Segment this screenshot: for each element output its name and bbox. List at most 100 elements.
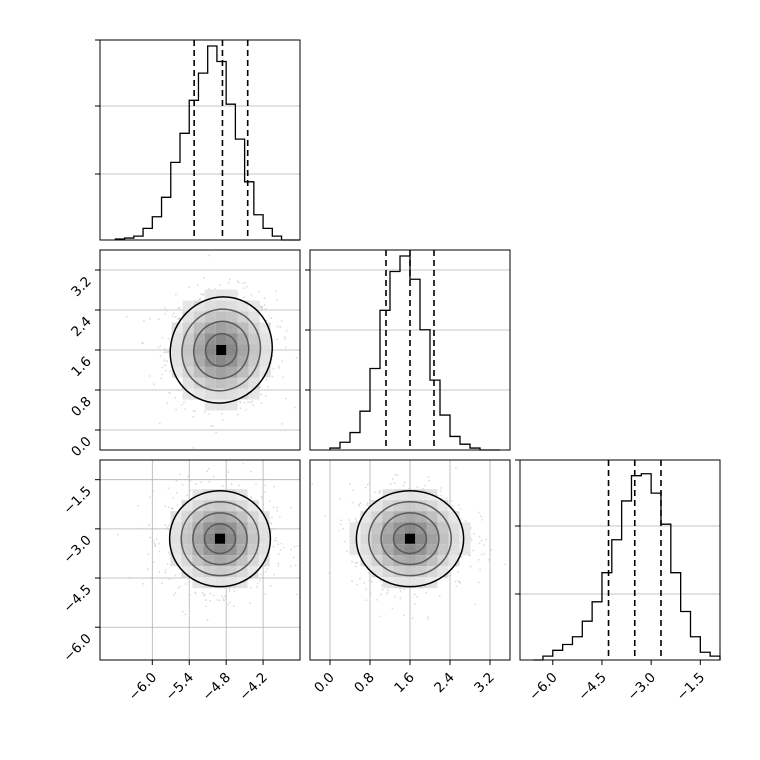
hist-3-bin	[553, 650, 563, 660]
scatter-1-density-cell	[182, 300, 194, 312]
scatter-2-density-cell	[225, 500, 237, 512]
scatter-1-density-cell	[193, 377, 205, 389]
scatter-2-density-cell	[181, 511, 193, 523]
scatter-2-point	[263, 478, 266, 481]
scatter-2-point	[177, 587, 180, 589]
scatter-2-density-cell	[225, 555, 237, 567]
scatter-2-point	[146, 568, 149, 571]
scatter-2-density-cell	[214, 511, 226, 523]
scatter-2-density-cell	[170, 533, 182, 545]
scatter-2-density-cell	[236, 544, 248, 556]
scatter-3-point	[403, 614, 406, 617]
scatter-2-point	[154, 544, 157, 546]
scatter-2-point	[206, 618, 209, 621]
scatter-1-density-cell	[193, 355, 205, 367]
scatter-2-point	[290, 506, 293, 509]
scatter-1-density-cell	[193, 388, 205, 400]
scatter-1-point	[260, 393, 263, 396]
scatter-1-point	[283, 336, 286, 338]
scatter-1-contour	[181, 308, 262, 392]
scatter-2-point	[203, 593, 206, 596]
scatter-1-density-cell	[193, 322, 205, 334]
scatter-3-point	[378, 492, 380, 495]
scatter-1-point	[250, 293, 253, 296]
scatter-2-density-cell	[214, 566, 226, 578]
scatter-2-density-cell	[170, 522, 182, 534]
scatter-3-point	[378, 490, 381, 493]
scatter-2-point	[154, 545, 157, 548]
scatter-2-point	[272, 527, 275, 530]
scatter-1-ytick-label: 0.8	[68, 394, 95, 421]
scatter-1-density-cell	[204, 377, 216, 389]
scatter-1-density-cell	[215, 333, 227, 345]
scatter-2-point	[129, 576, 131, 579]
scatter-1-point	[272, 367, 275, 370]
scatter-2-ytick-label: −1.5	[60, 483, 94, 517]
scatter-1-density-cell	[193, 344, 205, 356]
scatter-1-point	[285, 346, 287, 349]
scatter-3-point	[457, 580, 460, 583]
scatter-1-point	[167, 350, 170, 353]
scatter-1-point	[171, 315, 174, 317]
hist-2-bin	[390, 272, 400, 450]
scatter-2-density-cell	[192, 533, 204, 545]
scatter-3-point	[445, 497, 448, 500]
scatter-1-density-cell	[182, 355, 194, 367]
scatter-1-point	[263, 297, 266, 300]
scatter-3-point	[402, 484, 405, 487]
scatter-1-point	[174, 396, 177, 399]
scatter-3-point	[366, 504, 369, 506]
scatter-2-density-cell	[247, 566, 259, 578]
scatter-1-density-cell	[226, 377, 238, 389]
scatter-2-point	[201, 592, 204, 594]
scatter-1-point	[275, 290, 278, 293]
scatter-1-density-cell	[259, 322, 271, 334]
scatter-3-density-cell	[382, 533, 394, 545]
scatter-1-point	[203, 410, 206, 413]
scatter-3-density-cell	[404, 566, 416, 578]
hist-3-xtick-label: −4.5	[575, 670, 609, 704]
scatter-2-point	[168, 578, 171, 581]
scatter-2-point	[277, 543, 280, 546]
scatter-3-point	[402, 588, 405, 591]
scatter-2-point	[293, 545, 296, 548]
scatter-3-density-cell	[448, 511, 460, 523]
hist-3-bin	[671, 573, 681, 660]
scatter-2-point	[250, 470, 252, 473]
scatter-3-point	[483, 544, 486, 547]
scatter-2-point	[142, 582, 145, 585]
scatter-3-point	[416, 595, 418, 598]
hist-3-bin	[651, 493, 661, 660]
scatter-2-point	[184, 613, 187, 616]
scatter-1-density-cell	[171, 322, 183, 334]
scatter-3-density-cell	[382, 511, 394, 523]
scatter-2-point	[204, 605, 207, 608]
scatter-2-point	[153, 542, 156, 545]
scatter-2-point	[158, 542, 160, 545]
scatter-3-point	[367, 572, 370, 575]
scatter-2-point	[186, 494, 188, 496]
scatter-3-point	[338, 529, 340, 532]
scatter-3-point	[488, 558, 490, 561]
scatter-2-point	[147, 553, 150, 556]
scatter-1-point	[153, 383, 155, 386]
scatter-2-point	[269, 584, 272, 587]
hist-1-bin	[143, 228, 152, 240]
scatter-1-point	[184, 408, 187, 411]
scatter-2-point	[158, 570, 161, 573]
scatter-1-density-cell	[226, 333, 238, 345]
scatter-2-density-cell	[192, 555, 204, 567]
scatter-3-point	[426, 618, 429, 621]
scatter-3-point	[363, 582, 366, 585]
hist-1-bin	[217, 62, 226, 240]
scatter-2-panel	[95, 460, 300, 665]
scatter-1-point	[200, 293, 202, 296]
scatter-2-density-cell	[258, 533, 270, 545]
scatter-2-density-cell	[258, 511, 270, 523]
scatter-3-point	[379, 580, 382, 582]
scatter-3-point	[470, 527, 472, 529]
hist-1-bin	[180, 133, 189, 240]
hist-1-frame	[99, 39, 301, 241]
scatter-2-density-cell	[181, 522, 193, 534]
scatter-3-density-cell	[404, 577, 416, 589]
